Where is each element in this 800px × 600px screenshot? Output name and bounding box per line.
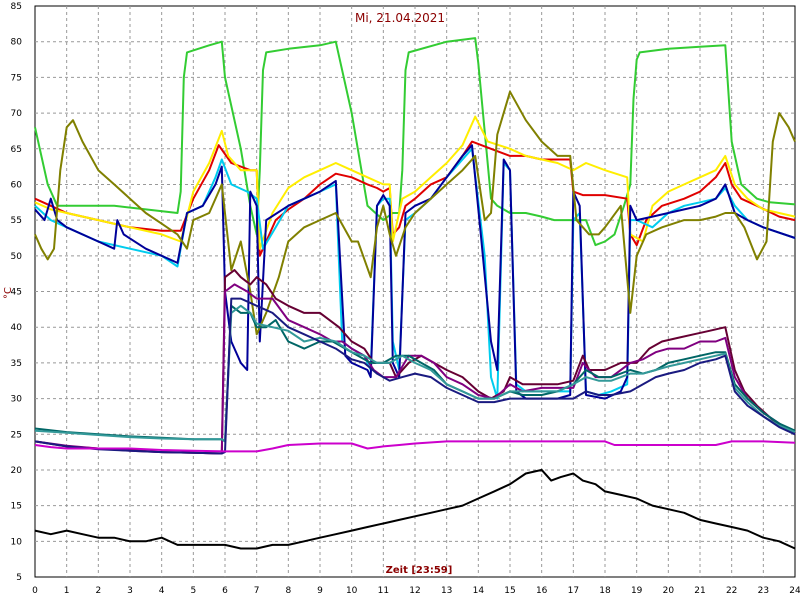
- y-tick-label: 20: [11, 466, 23, 476]
- x-tick-label: 4: [159, 586, 165, 596]
- x-axis-label: Zeit [23:59]: [386, 565, 453, 576]
- y-tick-label: 35: [11, 359, 22, 369]
- x-tick-label: 18: [599, 586, 611, 596]
- x-tick-label: 19: [631, 586, 643, 596]
- x-tick-label: 7: [254, 586, 260, 596]
- x-tick-label: 0: [32, 586, 38, 596]
- x-tick-label: 2: [95, 586, 101, 596]
- x-tick-label: 13: [441, 586, 452, 596]
- series-line-6: [34, 90, 796, 336]
- x-tick-label: 22: [726, 586, 737, 596]
- x-tick-label: 15: [504, 586, 515, 596]
- x-tick-label: 3: [127, 586, 133, 596]
- series-line-3: [34, 115, 796, 250]
- x-tick-label: 6: [222, 586, 228, 596]
- y-tick-label: 45: [11, 288, 22, 298]
- y-tick-label: 50: [11, 252, 23, 262]
- x-tick-label: 1: [64, 586, 70, 596]
- y-tick-label: 60: [11, 180, 23, 190]
- y-tick-label: 65: [11, 145, 22, 155]
- x-tick-label: 20: [663, 586, 675, 596]
- series-line-5: [34, 144, 796, 400]
- y-tick-label: 30: [11, 395, 23, 405]
- x-tick-label: 17: [568, 586, 579, 596]
- x-tick-label: 12: [409, 586, 420, 596]
- x-tick-label: 8: [285, 586, 291, 596]
- y-tick-label: 55: [11, 216, 22, 226]
- x-tick-label: 11: [378, 586, 389, 596]
- x-tick-label: 24: [789, 586, 800, 596]
- y-tick-label: 70: [11, 109, 23, 119]
- y-axis-label: °C: [3, 287, 14, 299]
- y-tick-label: 75: [11, 73, 22, 83]
- y-tick-label: 80: [11, 38, 23, 48]
- x-tick-label: 10: [346, 586, 358, 596]
- x-tick-label: 21: [694, 586, 705, 596]
- y-tick-label: 40: [11, 323, 23, 333]
- x-tick-label: 16: [536, 586, 548, 596]
- series-line-12: [34, 440, 796, 453]
- series-line-2: [34, 140, 796, 257]
- y-tick-labels: 5 10 15 20 25 30 35 40 45 50 55 60 65 70 75 80 85: [11, 2, 23, 583]
- x-tick-labels: 0 1 2 3 4 5 6 7 8 9 10 11 12 13 14 15 16 17 18 19 20 21 22 23 24: [32, 586, 800, 596]
- series-line-8: [34, 283, 796, 455]
- x-tick-label: 9: [317, 586, 323, 596]
- series-line-11: [34, 297, 796, 455]
- series-line-13: [34, 468, 796, 550]
- y-tick-label: 85: [11, 2, 22, 12]
- chart-title: Mi, 21.04.2021: [355, 11, 445, 25]
- y-tick-label: 15: [11, 502, 22, 512]
- x-tick-label: 14: [473, 586, 485, 596]
- x-tick-label: 23: [758, 586, 769, 596]
- y-tick-label: 5: [16, 573, 22, 583]
- series-line-1: [34, 37, 796, 247]
- x-tick-label: 5: [190, 586, 196, 596]
- y-tick-label: 25: [11, 430, 22, 440]
- series-line-9: [34, 304, 796, 443]
- series-group: [34, 37, 796, 550]
- y-tick-label: 10: [11, 537, 23, 547]
